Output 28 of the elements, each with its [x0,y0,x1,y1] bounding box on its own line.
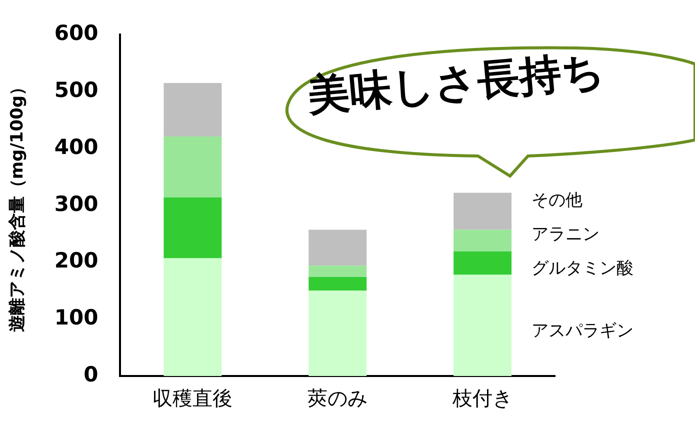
bar [308,266,367,277]
bar [454,274,512,376]
bar [164,197,222,258]
bar [164,136,222,198]
bar [164,258,222,376]
series-label: アスパラギン [532,320,634,341]
bar [308,290,367,376]
bar [308,230,367,266]
bar [308,276,367,291]
y-tick-label: 600 [54,21,98,46]
x-tick-label: 莢のみ [308,386,368,410]
x-tick-label: 枝付き [452,386,513,410]
y-tick-label: 300 [54,192,98,216]
bar [164,82,222,136]
bar [454,251,512,275]
y-axis-title: 遊離アミノ酸含量（mg/100g） [8,78,28,332]
y-tick-label: 100 [54,306,98,330]
x-tick-label: 収穫直後 [152,386,233,410]
series-label: グルタミン酸 [532,258,634,278]
bar [454,192,512,230]
y-tick-label: 200 [54,248,98,273]
series-label: アラニン [532,224,600,244]
series-label: その他 [532,190,583,210]
y-tick-label: 400 [54,134,98,159]
bar [454,230,512,252]
annotation: 美味しさ長持ち [306,44,606,122]
y-tick-label: 500 [54,78,98,102]
y-tick-label: 0 [84,362,98,386]
